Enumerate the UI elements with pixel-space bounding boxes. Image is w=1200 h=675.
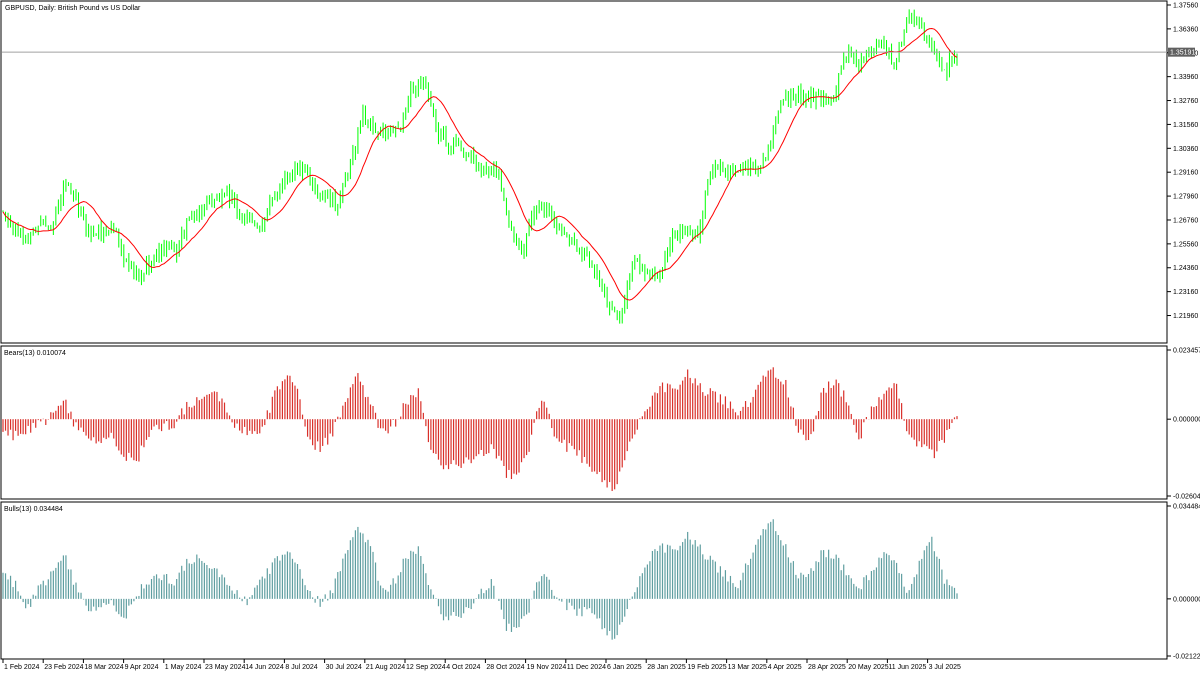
time-tick-label: 30 Jul 2024 — [326, 664, 362, 671]
price-tick-label: 1.31560 — [1173, 122, 1198, 129]
bulls-indicator-title: Bulls(13) 0.034484 — [4, 506, 63, 513]
time-tick-label: 21 Aug 2024 — [366, 664, 405, 671]
price-tick-label: 1.23160 — [1173, 289, 1198, 296]
time-tick-label: 8 Jul 2024 — [285, 664, 317, 671]
time-tick-label: 14 Jun 2024 — [245, 664, 284, 671]
price-tick-label: 1.37560 — [1173, 2, 1198, 9]
time-tick-label: 4 Oct 2024 — [446, 664, 480, 671]
time-tick-label: 1 May 2024 — [165, 664, 202, 671]
price-tick-label: 1.33960 — [1173, 74, 1198, 81]
bulls-axis: 0.034484 0.000000 -0.021220 — [1167, 504, 1200, 661]
price-tick-label: 1.26760 — [1173, 217, 1198, 224]
bears-histogram — [2, 367, 958, 492]
time-tick-label: 18 Mar 2024 — [84, 664, 123, 671]
time-tick-label: 20 May 2025 — [848, 664, 889, 671]
bulls-histogram — [2, 519, 958, 640]
time-tick-label: 28 Jan 2025 — [647, 664, 686, 671]
bears-axis: 0.023457 0.000000 -0.026044 — [1167, 348, 1200, 501]
time-tick-label: 11 Dec 2024 — [567, 664, 606, 671]
time-tick-label: 6 Jan 2025 — [607, 664, 642, 671]
time-tick-label: 23 Feb 2024 — [44, 664, 83, 671]
bears-indicator-title: Bears(13) 0.010074 — [4, 350, 66, 357]
indicator-tick-label: 0.000000 — [1173, 417, 1200, 424]
time-tick-label: 1 Feb 2024 — [4, 664, 40, 671]
indicator-tick-label: 0.000000 — [1173, 596, 1200, 603]
price-tick-label: 1.29160 — [1173, 170, 1198, 177]
price-tick-label: 1.21960 — [1173, 313, 1198, 320]
bulls-panel-frame[interactable] — [0, 501, 1168, 660]
price-tick-label: 1.25560 — [1173, 241, 1198, 248]
time-tick-label: 19 Nov 2024 — [527, 664, 567, 671]
bears-panel-frame[interactable] — [0, 345, 1168, 500]
indicator-tick-label: -0.021220 — [1173, 654, 1200, 661]
time-axis: 1 Feb 2024 23 Feb 2024 18 Mar 2024 9 Apr 20… — [2, 659, 961, 671]
time-tick-label: 9 Apr 2024 — [125, 664, 159, 671]
time-tick-label: 4 Apr 2025 — [768, 664, 802, 671]
current-price-tag — [1168, 47, 1195, 57]
price-tick-label: 1.30360 — [1173, 146, 1198, 153]
indicator-tick-label: 0.023457 — [1173, 348, 1200, 355]
time-tick-label: 12 Sep 2024 — [406, 664, 446, 671]
moving-average-line — [2, 28, 958, 301]
moving-average-group — [2, 28, 958, 301]
time-tick-label: 19 Feb 2025 — [687, 664, 726, 671]
time-tick-label: 28 Apr 2025 — [808, 664, 846, 671]
indicator-tick-label: 0.034484 — [1173, 504, 1200, 511]
price-chart-title: GBPUSD, Daily: British Pound vs US Dolla… — [5, 5, 141, 12]
price-tick-label: 1.36360 — [1173, 26, 1198, 33]
time-tick-label: 23 May 2024 — [205, 664, 246, 671]
current-price-group: 1.35191 — [2, 47, 1195, 57]
time-tick-label: 28 Oct 2024 — [486, 664, 524, 671]
candles-group — [2, 9, 958, 324]
time-tick-label: 3 Jul 2025 — [929, 664, 961, 671]
current-price-label: 1.35191 — [1170, 50, 1195, 57]
indicator-tick-label: -0.026044 — [1173, 494, 1200, 501]
price-tick-label: 1.32760 — [1173, 98, 1198, 105]
price-tick-label: 1.27960 — [1173, 194, 1198, 201]
time-tick-label: 13 Mar 2025 — [728, 664, 767, 671]
time-tick-label: 11 Jun 2025 — [888, 664, 926, 671]
price-tick-label: 1.24360 — [1173, 265, 1198, 272]
